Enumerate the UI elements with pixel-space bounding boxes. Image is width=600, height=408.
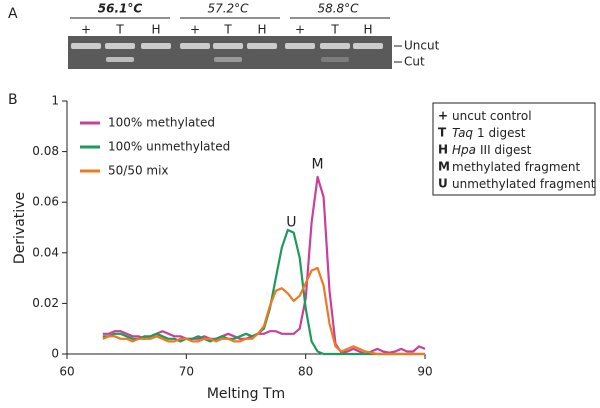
temperature: 56.1°C bbox=[98, 2, 143, 16]
key-desc: III digest bbox=[480, 143, 532, 157]
annotation: U bbox=[286, 214, 296, 230]
lane-label: + bbox=[295, 23, 305, 37]
x-tick-label: 60 bbox=[59, 365, 74, 379]
y-axis-label: Derivative bbox=[12, 192, 28, 264]
lane-label: + bbox=[81, 23, 91, 37]
band bbox=[214, 57, 242, 62]
key-symbol: T bbox=[438, 126, 447, 140]
temperature: 57.2°C bbox=[207, 2, 249, 16]
band bbox=[105, 43, 135, 49]
band-label: Cut bbox=[404, 55, 425, 69]
y-tick-label: 0.06 bbox=[32, 195, 59, 209]
legend-label: 100% unmethylated bbox=[108, 140, 230, 154]
band bbox=[285, 43, 315, 49]
y-tick-label: 0.08 bbox=[32, 144, 59, 158]
legend-label: 100% methylated bbox=[108, 116, 215, 130]
panel-label: A bbox=[8, 6, 18, 22]
y-tick-label: 0.04 bbox=[32, 245, 59, 259]
key-symbol: M bbox=[438, 160, 450, 174]
key-desc: 1 digest bbox=[477, 126, 526, 140]
x-tick-label: 90 bbox=[417, 365, 432, 379]
gel bbox=[68, 36, 392, 69]
plot: 0 0.02 0.04 0.06 0.08 1 60 70 80 90 100% methylate… bbox=[32, 94, 432, 379]
lanes: + T H + T H + T H bbox=[71, 23, 383, 62]
band bbox=[321, 57, 349, 62]
lane-label: T bbox=[330, 23, 339, 37]
panel-label: B bbox=[8, 92, 18, 108]
legend-label: 50/50 mix bbox=[108, 164, 169, 178]
key-text: unmethylated fragment bbox=[452, 177, 596, 191]
key-symbol: H bbox=[438, 143, 448, 157]
band bbox=[180, 43, 210, 49]
band bbox=[71, 43, 101, 49]
lane-label: T bbox=[115, 23, 124, 37]
lane-label: H bbox=[257, 23, 266, 37]
annotation: M bbox=[312, 156, 324, 172]
key-desc: uncut control bbox=[452, 109, 532, 123]
key-symbol: U bbox=[438, 177, 448, 191]
key-text: methylated fragment bbox=[452, 160, 580, 174]
band-label: Uncut bbox=[404, 39, 440, 53]
key-desc: unmethylated fragment bbox=[452, 177, 596, 191]
band bbox=[247, 43, 277, 49]
key-text: uncut control bbox=[452, 109, 532, 123]
band bbox=[353, 43, 383, 49]
key-symbol: + bbox=[438, 109, 448, 123]
x-tick-label: 70 bbox=[179, 365, 194, 379]
x-axis-label: Melting Tm bbox=[207, 386, 285, 402]
band bbox=[213, 43, 243, 49]
band bbox=[141, 43, 171, 49]
y-tick-label: 0.02 bbox=[32, 296, 59, 310]
y-tick-label: 1 bbox=[51, 94, 59, 108]
lane-label: + bbox=[190, 23, 200, 37]
key-box bbox=[432, 102, 596, 196]
band bbox=[106, 57, 134, 62]
series-line bbox=[102, 228, 425, 356]
y-tick-label: 0 bbox=[51, 347, 59, 361]
temperature: 58.8°C bbox=[317, 2, 359, 16]
key-text: Taq 1 digest bbox=[452, 126, 526, 140]
lane-label: H bbox=[151, 23, 160, 37]
x-tick-label: 80 bbox=[298, 365, 313, 379]
lane-label: T bbox=[223, 23, 232, 37]
key-desc: methylated fragment bbox=[452, 160, 580, 174]
lane-label: H bbox=[363, 23, 372, 37]
key-text: Hpa III digest bbox=[452, 143, 532, 157]
key: + uncut control T Taq 1 digest H Hpa III digest… bbox=[438, 109, 596, 191]
series-line bbox=[102, 266, 425, 356]
band bbox=[320, 43, 350, 49]
key-italic: Taq bbox=[452, 126, 473, 140]
key-italic: Hpa bbox=[452, 143, 476, 157]
